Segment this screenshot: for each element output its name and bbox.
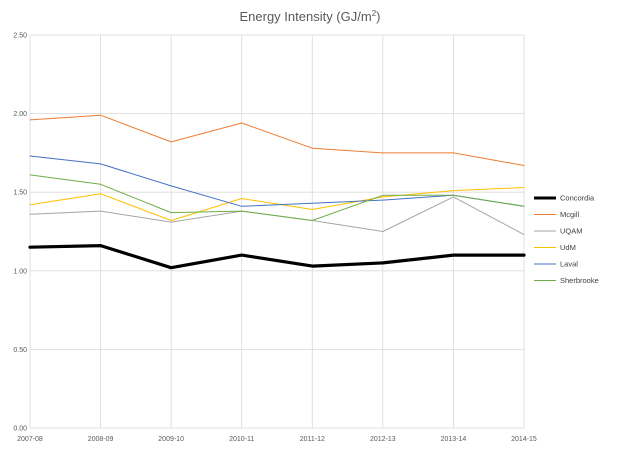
y-tick-label: 2.50 [13, 33, 27, 40]
legend-label-uqam: UQAM [560, 227, 583, 236]
x-tick-label: 2011-12 [300, 436, 325, 443]
x-axis-tick-labels: 2007-08 2008-09 2009-10 2010-11 2011-12 2012-… [17, 436, 537, 443]
y-tick-label: 0.00 [13, 426, 27, 433]
series-line-concordia [28, 244, 526, 270]
x-tick-label: 2014-15 [511, 436, 537, 443]
legend-label-udm: UdM [560, 243, 576, 252]
x-tick-label: 2010-11 [229, 436, 254, 443]
legend: Concordia Mcgill UQAM UdM Laval Sherbrooke [534, 194, 599, 285]
x-tick-label: 2009-10 [158, 436, 184, 443]
y-tick-label: 2.00 [13, 111, 27, 118]
series-line-mcgill [29, 114, 525, 166]
series-line-udm [29, 187, 525, 221]
series-line-laval [29, 155, 525, 207]
y-tick-label: 1.50 [13, 190, 27, 197]
x-tick-label: 2012-13 [370, 436, 396, 443]
x-tick-label: 2013-14 [441, 436, 467, 443]
y-axis-tick-labels: 0.00 0.50 1.00 1.50 2.00 2.50 [13, 33, 27, 433]
chart-title-main: Energy Intensity (GJ/m [239, 9, 371, 24]
legend-label-mcgill: Mcgill [560, 210, 580, 219]
y-tick-label: 1.00 [13, 268, 27, 275]
series-line-sherbrooke [29, 174, 525, 221]
legend-label-sherbrooke: Sherbrooke [560, 276, 599, 285]
chart-title-suffix: ) [376, 9, 380, 24]
legend-label-laval: Laval [560, 260, 578, 269]
y-tick-label: 0.50 [13, 347, 27, 354]
legend-label-concordia: Concordia [560, 194, 595, 203]
x-tick-label: 2007-08 [17, 436, 43, 443]
chart-title-superscript: 2 [372, 9, 377, 18]
x-tick-label: 2008-09 [88, 436, 114, 443]
chart-title: Energy Intensity (GJ/m2) [239, 9, 380, 24]
series-lines [28, 114, 526, 270]
gridlines [29, 34, 525, 429]
